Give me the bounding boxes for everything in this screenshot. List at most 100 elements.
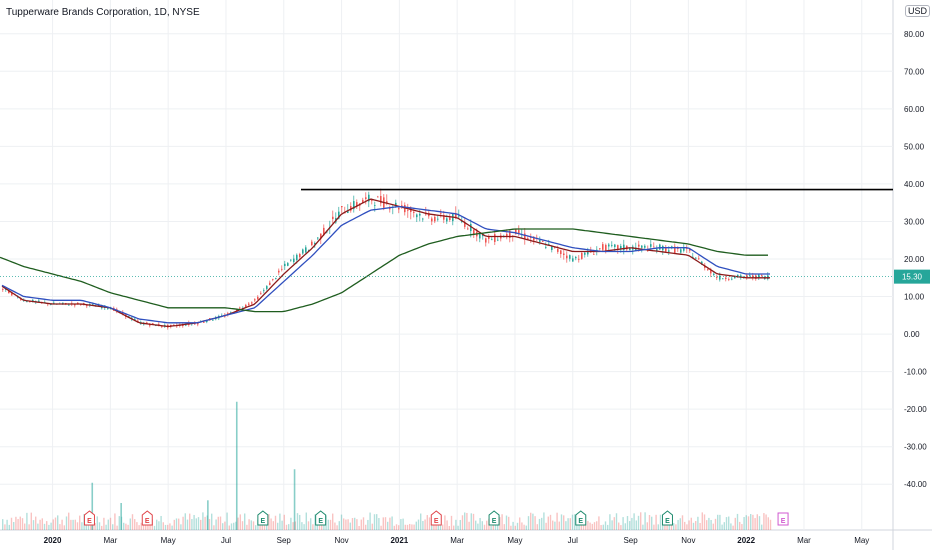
- candle-body: [350, 206, 352, 211]
- volume-bar: [288, 524, 290, 530]
- volume-bar: [296, 513, 299, 530]
- candle-body: [737, 274, 739, 277]
- volume-bar: [699, 522, 701, 530]
- candle-body: [680, 249, 682, 253]
- volume-bar: [63, 525, 65, 530]
- volume-bar: [525, 525, 527, 530]
- volume-bar: [470, 513, 472, 530]
- volume-bar: [116, 525, 118, 530]
- candle-body: [77, 302, 79, 304]
- volume-bar: [382, 517, 384, 530]
- volume-bar: [444, 515, 446, 530]
- volume-bar: [708, 517, 710, 530]
- candle-body: [386, 201, 388, 203]
- y-tick-label: 30.00: [904, 217, 925, 226]
- currency-button[interactable]: USD: [905, 5, 931, 17]
- y-tick-label: -40.00: [904, 480, 927, 489]
- volume-bar: [10, 517, 13, 530]
- volume-bar: [15, 516, 17, 530]
- volume-bar: [230, 523, 233, 530]
- candle-body: [695, 257, 697, 259]
- volume-bar: [292, 522, 294, 530]
- candle-body: [491, 239, 493, 241]
- volume-bar: [19, 516, 21, 530]
- y-tick-label: 60.00: [904, 105, 925, 114]
- volume-bar: [615, 513, 618, 530]
- x-tick-label: Mar: [103, 536, 117, 545]
- volume-bar: [180, 524, 182, 530]
- volume-bar: [35, 516, 37, 530]
- candle-body: [608, 244, 610, 247]
- volume-bar: [37, 523, 39, 530]
- volume-bar: [8, 524, 10, 530]
- candle-body: [611, 244, 613, 246]
- candle-body: [716, 277, 718, 278]
- volume-bar: [426, 515, 428, 530]
- volume-bar: [486, 520, 488, 530]
- candle-body: [404, 205, 406, 213]
- moving-averages: [0, 198, 770, 328]
- volume-bar: [589, 522, 591, 530]
- candle-body: [368, 194, 370, 202]
- volume-bar: [310, 518, 312, 530]
- volume-bar: [578, 525, 580, 530]
- volume-bar: [428, 517, 431, 530]
- volume-bar: [692, 522, 695, 530]
- candle-body: [272, 278, 274, 280]
- volume-bar: [145, 523, 147, 530]
- candle-body: [614, 244, 616, 248]
- volume-bar: [24, 523, 26, 530]
- volume-bar: [404, 524, 406, 530]
- volume-bar: [131, 514, 134, 530]
- candle-body: [602, 244, 604, 250]
- volume-bar: [635, 520, 637, 530]
- volume-bar: [208, 518, 211, 530]
- candle-body: [728, 279, 730, 280]
- volume-bar: [631, 517, 633, 530]
- candle-body: [575, 257, 577, 259]
- candle-body: [149, 324, 151, 326]
- volume-bar: [728, 516, 730, 530]
- candle-body: [641, 245, 643, 248]
- volume-bar: [312, 524, 314, 530]
- candle-body: [563, 253, 565, 255]
- volume-bar: [567, 518, 569, 530]
- last-price-tag: [894, 269, 930, 284]
- candle-body: [293, 258, 295, 263]
- volume-bar: [158, 521, 160, 530]
- volume-bar: [2, 519, 4, 530]
- candle-body: [11, 292, 13, 296]
- volume-bar: [422, 520, 424, 530]
- candle-body: [257, 296, 259, 300]
- price-axis[interactable]: 80.00 70.00 60.00 50.00 40.00 30.00 20.00 10.00…: [894, 30, 930, 489]
- earnings-marker: [257, 510, 269, 526]
- volume-bar: [618, 522, 620, 530]
- volume-bar: [626, 516, 629, 530]
- candle-body: [161, 326, 163, 328]
- volume-bar: [673, 523, 675, 530]
- volume-bar: [563, 515, 565, 530]
- candle-body: [248, 303, 250, 305]
- volume-bar: [215, 519, 217, 530]
- volume-bar: [593, 522, 596, 530]
- volume-bar: [255, 525, 257, 530]
- candle-body: [731, 278, 733, 280]
- candle-body: [605, 244, 607, 252]
- volume-bar: [587, 520, 589, 530]
- volume-bar: [697, 516, 699, 530]
- candle-body: [509, 230, 511, 238]
- volume-bar: [343, 518, 345, 530]
- volume-bar: [736, 513, 739, 530]
- candle-body: [479, 232, 481, 239]
- volume-bar: [646, 522, 648, 530]
- candle-body: [518, 230, 520, 235]
- candle-body: [212, 319, 214, 321]
- candle-body: [194, 323, 196, 325]
- time-axis[interactable]: 2020 Mar May Jul Sep Nov 2021 Mar May Jul Sep Nov 20…: [44, 536, 870, 545]
- candle-body: [623, 244, 625, 251]
- volume-bar: [217, 516, 219, 530]
- volume-bar: [79, 515, 81, 530]
- volume-bar: [706, 520, 708, 530]
- candle-body: [50, 304, 52, 305]
